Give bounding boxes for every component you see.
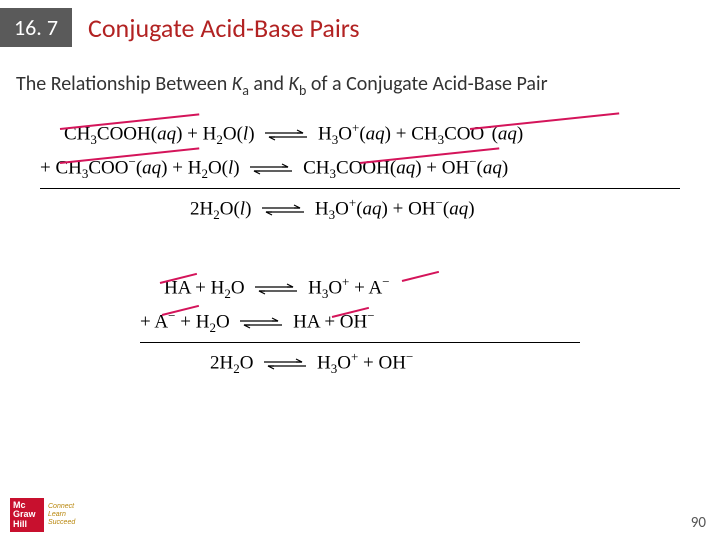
equation-block-1: CH3COOH(aq) + H2O(l) H3O+(aq) + CH3COO−(… xyxy=(0,108,720,235)
strikethrough xyxy=(470,113,619,131)
slide-title: Conjugate Acid-Base Pairs xyxy=(88,12,360,44)
eq1-result: 2H2O(l) H3O+(aq) + OH−(aq) xyxy=(40,195,680,223)
slide-subtitle: The Relationship Between Ka and Kb of a … xyxy=(0,47,720,108)
eq2-line1: HA + H2O H3O+ + A− xyxy=(140,274,580,302)
strikethrough xyxy=(402,270,439,281)
equilibrium-arrow-icon xyxy=(238,316,284,330)
eq1-line1: CH3COOH(aq) + H2O(l) H3O+(aq) + CH3COO−(… xyxy=(40,120,680,148)
logo-tagline: ConnectLearnSucceed xyxy=(48,503,75,526)
slide-header: 16. 7 Conjugate Acid-Base Pairs xyxy=(0,0,720,47)
equilibrium-arrow-icon xyxy=(248,162,294,176)
summation-rule xyxy=(140,342,580,343)
summation-rule xyxy=(40,188,680,189)
eq2-result: 2H2O H3O+ + OH− xyxy=(140,349,580,377)
equilibrium-arrow-icon xyxy=(262,357,308,371)
eq2-line2: + A− + H2O HA + OH− xyxy=(140,308,580,336)
publisher-logo: McGrawHill ConnectLearnSucceed xyxy=(10,498,75,532)
equilibrium-arrow-icon xyxy=(260,203,306,217)
page-number: 90 xyxy=(691,514,706,532)
equation-block-2: HA + H2O H3O+ + A− + A− + H2O HA + OH− 2… xyxy=(0,262,720,389)
equilibrium-arrow-icon xyxy=(253,282,299,296)
logo-square-icon: McGrawHill xyxy=(10,498,44,532)
eq1-line2: + CH3COO−(aq) + H2O(l) CH3COOH(aq) + OH−… xyxy=(40,154,680,182)
section-number-box: 16. 7 xyxy=(0,8,72,47)
equilibrium-arrow-icon xyxy=(263,128,309,142)
